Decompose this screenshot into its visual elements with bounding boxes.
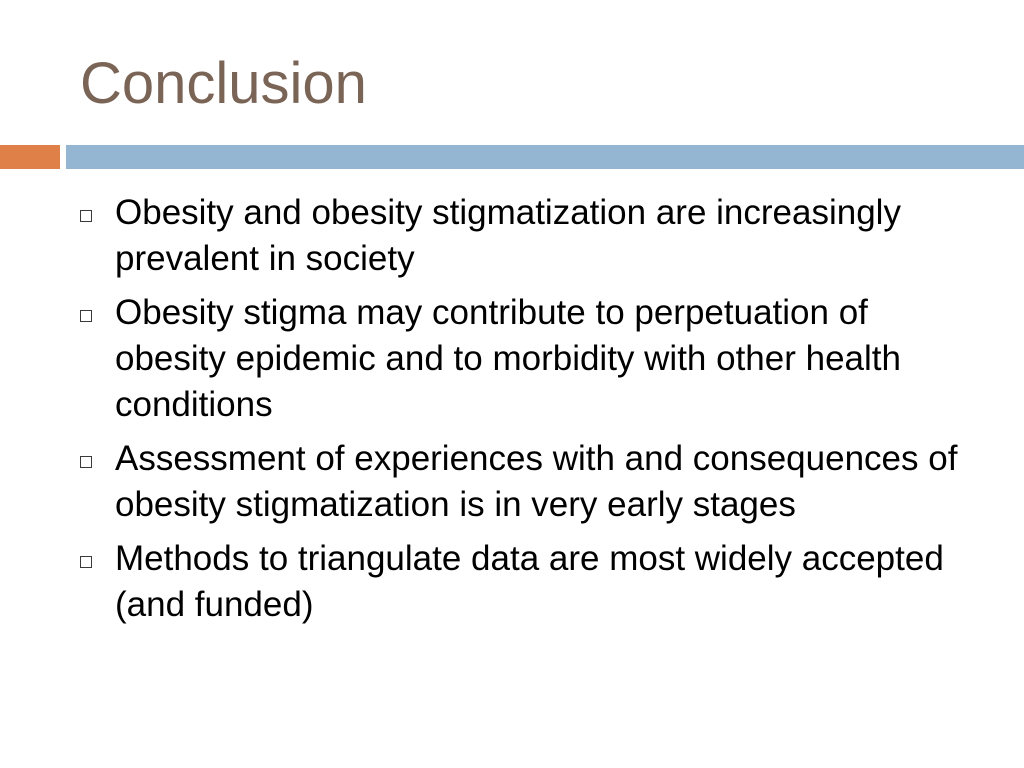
bullet-text: Obesity and obesity stigmatization are i… [115, 193, 901, 278]
bullet-text: Obesity stigma may contribute to perpetu… [115, 293, 901, 424]
bullet-text: Assessment of experiences with and conse… [115, 439, 958, 524]
bullet-item: Assessment of experiences with and conse… [80, 436, 980, 528]
hollow-square-icon [80, 310, 92, 322]
title-accent-bar [0, 145, 60, 169]
title-divider-bar [66, 145, 1024, 169]
bullet-list: Obesity and obesity stigmatization are i… [80, 190, 980, 636]
bullet-item: Methods to triangulate data are most wid… [80, 536, 980, 628]
bullet-item: Obesity stigma may contribute to perpetu… [80, 290, 980, 428]
hollow-square-icon [80, 556, 92, 568]
slide-title: Conclusion [80, 51, 367, 116]
bullet-item: Obesity and obesity stigmatization are i… [80, 190, 980, 282]
bullet-text: Methods to triangulate data are most wid… [115, 539, 944, 624]
hollow-square-icon [80, 456, 92, 468]
hollow-square-icon [80, 210, 92, 222]
